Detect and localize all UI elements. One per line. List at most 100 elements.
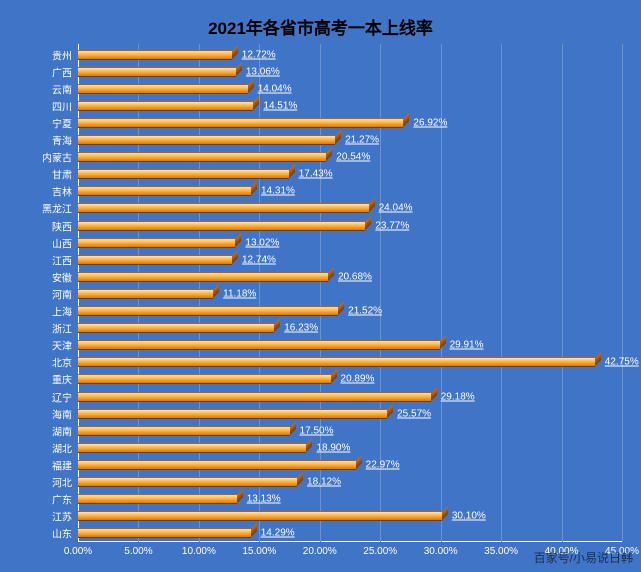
bar-value-label: 25.57%: [397, 408, 431, 419]
bar-row: 14.29%: [78, 528, 251, 538]
bar-row: 20.54%: [78, 152, 326, 162]
bar-value-label: 14.29%: [261, 528, 295, 539]
bar: [78, 409, 387, 419]
bar-value-label: 20.89%: [341, 374, 375, 385]
bar: [78, 84, 248, 94]
bar: [78, 101, 253, 111]
bar-value-label: 23.77%: [375, 220, 409, 231]
bar-row: 21.52%: [78, 306, 338, 316]
bar: [78, 289, 213, 299]
bar-value-label: 29.18%: [441, 391, 475, 402]
bar-value-label: 13.06%: [246, 66, 280, 77]
bar-row: 14.04%: [78, 84, 248, 94]
y-tick-label: 江苏: [52, 509, 72, 524]
x-tick-label: 5.00%: [124, 546, 152, 557]
y-tick-label: 浙江: [52, 321, 72, 336]
bar: [78, 186, 251, 196]
x-axis: [78, 541, 622, 542]
bar: [78, 169, 289, 179]
bar-row: 20.89%: [78, 374, 331, 384]
y-tick-label: 湖北: [52, 440, 72, 455]
y-tick-label: 辽宁: [52, 389, 72, 404]
bar-row: 18.90%: [78, 443, 306, 453]
bar: [78, 528, 251, 538]
bar: [78, 443, 306, 453]
bar-row: 13.02%: [78, 238, 235, 248]
x-tick-label: 20.00%: [303, 546, 337, 557]
y-tick-label: 海南: [52, 406, 72, 421]
bar: [78, 50, 232, 60]
bar-value-label: 29.91%: [450, 340, 484, 351]
bar-value-label: 13.13%: [247, 494, 281, 505]
bar-row: 22.97%: [78, 460, 356, 470]
bar-value-label: 16.23%: [284, 323, 318, 334]
y-tick-label: 北京: [52, 355, 72, 370]
bar-value-label: 13.02%: [245, 237, 279, 248]
bar: [78, 221, 365, 231]
bar: [78, 238, 235, 248]
bar-value-label: 12.72%: [242, 49, 276, 60]
bar-row: 21.27%: [78, 135, 335, 145]
y-tick-label: 黑龙江: [42, 201, 72, 216]
bar: [78, 460, 356, 470]
x-tick-label: 0.00%: [64, 546, 92, 557]
y-tick-label: 山西: [52, 235, 72, 250]
bar-value-label: 42.75%: [605, 357, 639, 368]
chart-title: 2021年各省市高考一本上线率: [0, 14, 641, 39]
bar-value-label: 22.97%: [366, 459, 400, 470]
bar-value-label: 14.51%: [263, 100, 297, 111]
bar-row: 24.04%: [78, 203, 369, 213]
gridline: [622, 44, 623, 542]
bar-row: 23.77%: [78, 221, 365, 231]
bar: [78, 118, 403, 128]
bar-row: 42.75%: [78, 357, 595, 367]
bar: [78, 340, 440, 350]
watermark: 百家号/小易说日韩: [534, 549, 633, 566]
y-tick-label: 吉林: [52, 184, 72, 199]
y-tick-label: 福建: [52, 457, 72, 472]
bar: [78, 426, 290, 436]
bar-value-label: 14.31%: [261, 186, 295, 197]
bar-value-label: 14.04%: [258, 83, 292, 94]
bar: [78, 135, 335, 145]
y-tick-label: 广西: [52, 64, 72, 79]
bar-row: 13.06%: [78, 67, 236, 77]
bar-row: 11.18%: [78, 289, 213, 299]
bar: [78, 323, 274, 333]
bar-value-label: 26.92%: [413, 117, 447, 128]
y-tick-label: 江西: [52, 252, 72, 267]
bar-value-label: 24.04%: [379, 203, 413, 214]
y-tick-label: 内蒙古: [42, 150, 72, 165]
bar: [78, 477, 297, 487]
bar-value-label: 11.18%: [223, 288, 256, 299]
bar: [78, 494, 237, 504]
bar-value-label: 20.54%: [336, 152, 370, 163]
x-tick-label: 25.00%: [363, 546, 397, 557]
x-tick-label: 30.00%: [424, 546, 458, 557]
bar: [78, 255, 232, 265]
y-tick-label: 甘肃: [52, 167, 72, 182]
bar: [78, 203, 369, 213]
bar: [78, 152, 326, 162]
gridline: [562, 44, 563, 542]
y-tick-label: 陕西: [52, 218, 72, 233]
y-tick-label: 河南: [52, 286, 72, 301]
y-tick-label: 广东: [52, 492, 72, 507]
gridline: [501, 44, 502, 542]
bar-row: 13.13%: [78, 494, 237, 504]
y-tick-label: 重庆: [52, 372, 72, 387]
bar: [78, 374, 331, 384]
bar-row: 14.31%: [78, 186, 251, 196]
bar: [78, 392, 431, 402]
bar: [78, 511, 442, 521]
bar-row: 26.92%: [78, 118, 403, 128]
bar-row: 14.51%: [78, 101, 253, 111]
bar-value-label: 30.10%: [452, 511, 486, 522]
bar-value-label: 17.43%: [299, 169, 333, 180]
y-tick-label: 湖南: [52, 423, 72, 438]
bar: [78, 357, 595, 367]
bar-value-label: 18.90%: [316, 442, 350, 453]
bar: [78, 272, 328, 282]
y-tick-label: 青海: [52, 133, 72, 148]
bar-row: 18.12%: [78, 477, 297, 487]
